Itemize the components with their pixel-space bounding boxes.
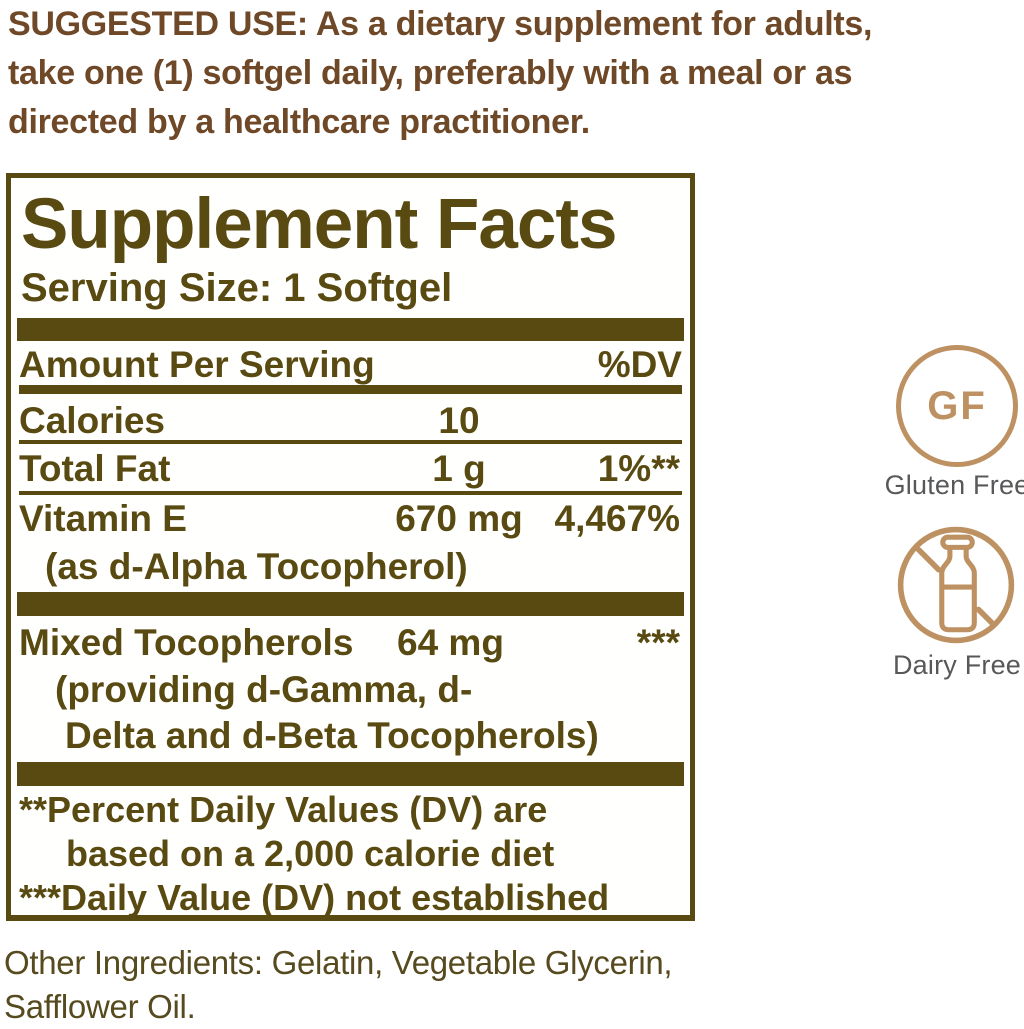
- nutrient-name: Mixed Tocopherols: [19, 622, 354, 663]
- separator-rule-thin: [19, 491, 682, 495]
- gluten-free-icon: GF: [896, 345, 1018, 467]
- suggested-use-line: take one (1) softgel daily, preferably w…: [8, 54, 853, 92]
- nutrient-amount: 64 mg: [397, 622, 504, 663]
- separator-rule-medium: [19, 385, 682, 394]
- separator-rule-thin: [19, 440, 682, 444]
- other-ingredients-line: Safflower Oil.: [4, 988, 196, 1025]
- table-row-total-fat: Total Fat 1 g 1%**: [19, 448, 682, 490]
- nutrient-name: Vitamin E: [19, 498, 187, 539]
- panel-title: Supplement Facts: [21, 185, 618, 264]
- footnote-dv-not-established: ***Daily Value (DV) not established: [19, 877, 610, 918]
- crossed-milk-bottle-icon: [897, 526, 1015, 644]
- amount-per-serving-label: Amount Per Serving: [19, 344, 375, 385]
- gluten-free-abbr: GF: [927, 383, 987, 428]
- dairy-free-label: Dairy Free: [892, 650, 1022, 680]
- percent-dv-label: %DV: [597, 344, 682, 385]
- suggested-use-line: directed by a healthcare practitioner.: [8, 103, 590, 141]
- dairy-free-icon: [895, 524, 1017, 646]
- other-ingredients-text: Other Ingredients: Gelatin, Vegetable Gl…: [4, 941, 673, 1029]
- nutrient-amount: 1 g: [432, 448, 486, 489]
- serving-size: Serving Size: 1 Softgel: [21, 266, 453, 310]
- nutrient-name: Calories: [19, 400, 166, 441]
- amount-per-serving-header: Amount Per Serving %DV: [19, 344, 682, 386]
- nutrient-subtext: (providing d-Gamma, d-: [55, 669, 473, 710]
- other-ingredients-line: Other Ingredients: Gelatin, Vegetable Gl…: [4, 944, 673, 981]
- table-row-mixed-tocopherols: Mixed Tocopherols 64 mg ***: [19, 622, 682, 664]
- nutrient-dv: ***: [636, 622, 680, 663]
- gluten-free-label: Gluten Free: [884, 470, 1024, 500]
- separator-bar-thick: [17, 592, 684, 616]
- nutrient-subtext: (as d-Alpha Tocopherol): [45, 546, 468, 587]
- nutrient-amount: 10: [438, 400, 480, 441]
- supplement-facts-panel: Supplement Facts Serving Size: 1 Softgel…: [6, 173, 695, 921]
- suggested-use-line: SUGGESTED USE: As a dietary supplement f…: [8, 5, 873, 43]
- footnote-percent-dv: **Percent Daily Values (DV) are: [19, 789, 548, 830]
- separator-bar-thick: [17, 318, 684, 341]
- suggested-use-text: SUGGESTED USE: As a dietary supplement f…: [8, 0, 988, 147]
- nutrient-name: Total Fat: [19, 448, 171, 489]
- nutrient-amount: 670 mg: [395, 498, 523, 539]
- separator-bar-thick: [17, 762, 684, 786]
- nutrient-dv: 4,467%: [554, 498, 681, 539]
- table-row-vitamin-e: Vitamin E 670 mg 4,467%: [19, 498, 682, 540]
- nutrient-dv: 1%**: [597, 448, 680, 489]
- nutrient-subtext: Delta and d-Beta Tocopherols): [65, 715, 599, 756]
- table-row-calories: Calories 10: [19, 400, 682, 442]
- footnote-percent-dv-cont: based on a 2,000 calorie diet: [66, 833, 555, 874]
